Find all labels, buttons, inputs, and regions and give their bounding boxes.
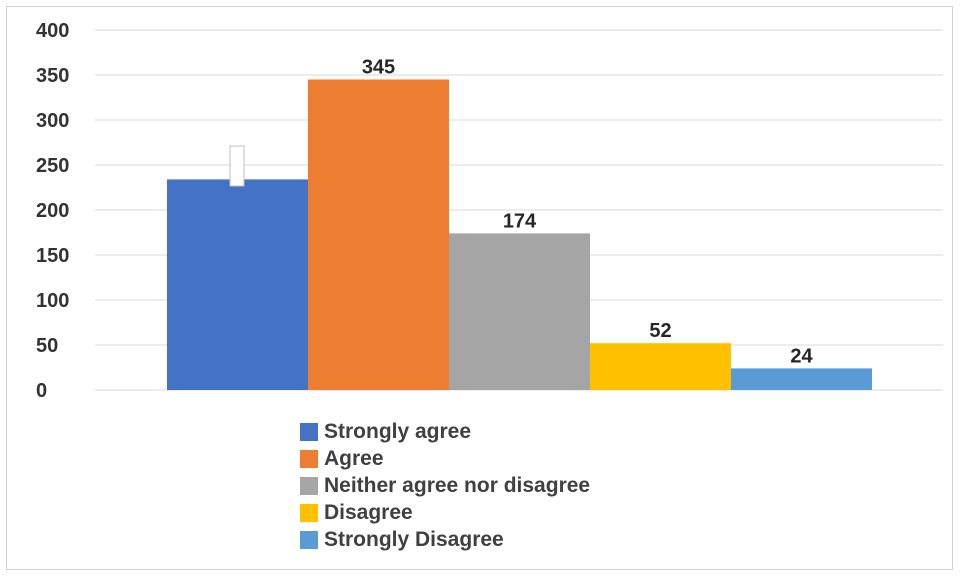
bar-strongly-agree xyxy=(167,179,308,390)
bars xyxy=(167,79,872,390)
legend-item: Strongly Disagree xyxy=(300,526,590,553)
legend-item: Neither agree nor disagree xyxy=(300,472,590,499)
y-tick-label: 200 xyxy=(36,200,69,222)
legend: Strongly agree Agree Neither agree nor dis… xyxy=(300,418,590,553)
legend-item: Disagree xyxy=(300,499,590,526)
legend-label: Disagree xyxy=(324,500,413,524)
data-label: 24 xyxy=(790,345,813,367)
y-tick-label: 400 xyxy=(36,20,69,42)
y-tick-label: 0 xyxy=(36,380,47,402)
bar-neither-agree-nor-disagree xyxy=(449,233,590,390)
data-label: 345 xyxy=(362,57,395,79)
legend-swatch xyxy=(300,503,318,522)
y-tick-label: 100 xyxy=(36,290,69,312)
y-tick-label: 350 xyxy=(36,65,69,87)
legend-label: Agree xyxy=(324,446,384,470)
y-tick-label: 300 xyxy=(36,110,69,132)
data-labels: 345 174 52 24 xyxy=(229,57,813,367)
legend-item: Strongly agree xyxy=(300,418,590,445)
legend-label: Strongly Disagree xyxy=(324,527,504,551)
legend-item: Agree xyxy=(300,445,590,472)
legend-swatch xyxy=(300,476,318,495)
bar-agree xyxy=(308,79,449,390)
y-tick-label: 250 xyxy=(36,155,69,177)
data-label: 174 xyxy=(503,210,537,232)
y-tick-label: 50 xyxy=(36,335,58,357)
legend-swatch xyxy=(300,449,318,468)
data-label: 52 xyxy=(649,320,671,342)
legend-swatch xyxy=(300,422,318,441)
y-tick-label: 150 xyxy=(36,245,69,267)
bar-disagree xyxy=(590,343,731,390)
y-axis-ticks: 0 50 100 150 200 250 300 350 400 xyxy=(36,20,69,402)
legend-label: Strongly agree xyxy=(324,419,472,443)
legend-swatch xyxy=(300,530,318,549)
legend-label: Neither agree nor disagree xyxy=(324,473,591,497)
bar-strongly-disagree xyxy=(731,368,872,390)
data-label-placeholder xyxy=(229,145,245,187)
